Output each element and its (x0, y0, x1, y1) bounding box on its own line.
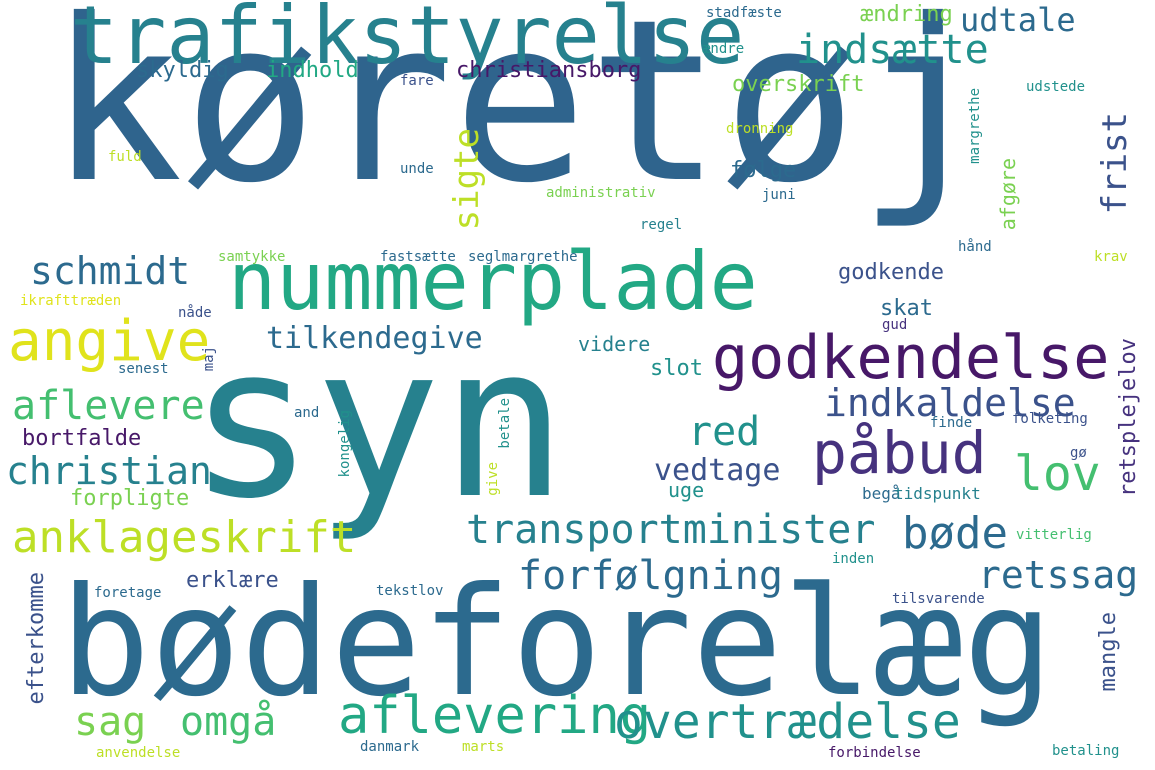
word-retsplejelov: retsplejelov (1116, 338, 1141, 497)
word-juni: juni (762, 187, 796, 203)
word-vedtage: vedtage (654, 453, 781, 488)
word-tilkendegive: tilkendegive (266, 321, 483, 356)
word-udstede: udstede (1026, 79, 1086, 95)
word-slot: slot (650, 356, 703, 381)
word-transportminister: transportminister (466, 507, 876, 553)
word-ikrafttraeden: ikrafttræden (20, 293, 122, 309)
word-betaling: betaling (1052, 743, 1120, 759)
word-fare: fare (400, 73, 434, 89)
word-godkende: godkende (838, 260, 944, 285)
word-folge: følge (730, 158, 797, 183)
word-bode: bøde (902, 508, 1008, 559)
word-aflevere: aflevere (12, 383, 205, 429)
word-sag: sag (74, 699, 147, 745)
word-go: gø (1070, 445, 1087, 461)
word-kongelig: kongelig (337, 410, 353, 478)
word-fastsaette: fastsætte (380, 249, 456, 265)
word-dronning: dronning (726, 121, 794, 137)
word-inden: inden (832, 551, 875, 567)
word-uge: uge (668, 478, 705, 502)
word-aflevering: aflevering (338, 686, 652, 746)
word-forbindelse: forbindelse (828, 745, 921, 761)
word-margrethe: margrethe (967, 88, 983, 164)
word-marts: marts (462, 739, 505, 755)
word-regel: regel (640, 217, 683, 233)
word-aendre: ændre (702, 41, 745, 57)
word-godkendelse: godkendelse (712, 323, 1110, 393)
word-pabud: påbud (812, 419, 987, 487)
word-syn: syn (188, 300, 568, 545)
word-betale: betale (497, 398, 513, 449)
word-give: give (485, 462, 501, 496)
word-overskrift: overskrift (732, 72, 865, 97)
word-aendring: ændring (860, 2, 953, 27)
word-bodeforelaeg: bødeforelæg (60, 556, 1054, 730)
word-forpligte: forpligte (70, 486, 190, 511)
word-indsaette: indsætte (796, 27, 989, 73)
word-overtraedelse: overtrædelse (614, 694, 961, 750)
word-danmark: danmark (360, 739, 420, 755)
word-seglmargrethe: seglmargrethe (468, 249, 578, 265)
word-foretage: foretage (94, 585, 162, 601)
word-koretoj: køretøj (48, 0, 993, 232)
word-lov: lov (1014, 446, 1101, 502)
word-mangle: mangle (1096, 612, 1121, 692)
word-tidspunkt: tidspunkt (894, 484, 981, 503)
word-christian: christian (6, 449, 212, 493)
word-senest: senest (118, 361, 169, 377)
word-maj: maj (201, 346, 217, 372)
word-stadfaeste: stadfæste (706, 5, 782, 21)
word-anvendelse: anvendelse (96, 745, 181, 761)
word-skat: skat (880, 296, 933, 321)
word-afgore: afgøre (996, 158, 1020, 231)
word-administrativ: administrativ (546, 185, 656, 201)
word-hand: hånd (958, 239, 992, 255)
word-skyldig: skyldig (136, 58, 229, 83)
word-krav: krav (1094, 249, 1128, 265)
word-retssag: retssag (978, 553, 1139, 597)
word-indhold: indhold (266, 58, 359, 83)
word-udtale: udtale (960, 1, 1076, 39)
word-folketing: folketing (1012, 411, 1088, 427)
word-videre: videre (578, 332, 651, 356)
word-bega: begå (862, 484, 901, 503)
word-forfolgning: forfølgning (518, 553, 783, 599)
word-angive: angive (8, 309, 211, 374)
word-vitterlig: vitterlig (1016, 527, 1092, 543)
word-finde: finde (930, 415, 973, 431)
word-red: red (688, 409, 761, 455)
word-bortfalde: bortfalde (22, 426, 142, 451)
word-and: and (294, 405, 320, 421)
word-sigte: sigte (447, 128, 487, 231)
word-fuld: fuld (108, 149, 142, 165)
word-nummerplade: nummerplade (228, 235, 758, 328)
word-schmidt: schmidt (30, 249, 191, 293)
word-trafikstyrelse: trafikstyrelse (70, 0, 745, 82)
word-anklageskrift: anklageskrift (12, 512, 357, 563)
word-unde: unde (400, 161, 434, 177)
word-samtykke: samtykke (218, 249, 286, 265)
word-indkaldelse: indkaldelse (824, 381, 1076, 425)
word-tekstlov: tekstlov (376, 583, 444, 599)
word-nade: nåde (178, 305, 212, 321)
word-omga: omgå (180, 699, 277, 745)
word-christiansborg: christiansborg (456, 58, 642, 83)
word-frist: frist (1095, 112, 1135, 215)
word-gud: gud (882, 317, 908, 333)
word-efterkomme: efterkomme (24, 572, 49, 705)
word-erklaere: erklære (186, 568, 279, 593)
word-tilsvarende: tilsvarende (892, 591, 985, 607)
